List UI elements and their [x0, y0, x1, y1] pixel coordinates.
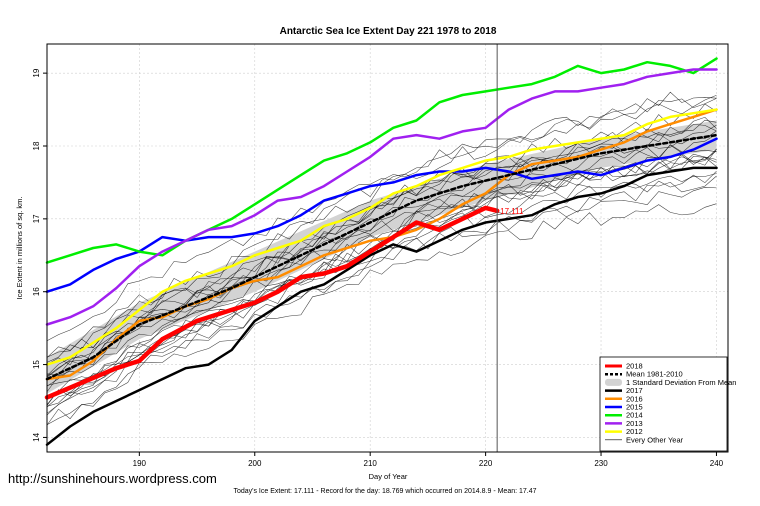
- other-year-line: [46, 187, 717, 416]
- y-axis-ticks: 14 15 16 17 18 19: [32, 68, 47, 442]
- footer-stats: Today's Ice Extent: 17.111 - Record for …: [233, 488, 536, 495]
- legend-label: 2013: [626, 419, 643, 428]
- legend-item: 1 Standard Deviation From Mean: [605, 378, 736, 387]
- watermark: http://sunshinehours.wordpress.com: [8, 471, 217, 486]
- x-tick-label: 190: [133, 459, 147, 468]
- y-tick-label: 18: [32, 141, 41, 150]
- legend-label: 2017: [626, 386, 643, 395]
- other-year-line: [46, 156, 717, 377]
- y-axis-label: Ice Extent in millions of sq. km.: [15, 197, 24, 300]
- legend-item: Every Other Year: [605, 435, 684, 444]
- x-tick-label: 230: [594, 459, 608, 468]
- legend-item: 2016: [605, 394, 643, 403]
- plot-frame: [46, 43, 729, 453]
- other-year-line: [46, 203, 717, 426]
- x-tick-label: 210: [364, 459, 378, 468]
- legend-label: 2018: [626, 362, 643, 371]
- series-line-2015: [45, 137, 718, 293]
- series-line-mean-1981-2010: [45, 133, 718, 381]
- y-tick-label: 17: [32, 214, 41, 223]
- y-tick-label: 16: [32, 287, 41, 296]
- series-line-2013: [45, 68, 718, 326]
- series-line-2012: [45, 108, 718, 366]
- series-line-2018: [44, 205, 500, 400]
- other-year-line: [46, 91, 717, 358]
- other-year-line: [46, 95, 717, 341]
- legend-item: 2018: [605, 362, 643, 371]
- legend-label: 1 Standard Deviation From Mean: [626, 378, 736, 387]
- x-tick-label: 240: [710, 459, 724, 468]
- legend-box: [599, 356, 728, 452]
- x-tick-label: 220: [479, 459, 493, 468]
- legend-label: 2012: [626, 427, 643, 436]
- x-tick-label: 200: [248, 459, 262, 468]
- series-lines: [44, 57, 718, 446]
- x-axis-label: Day of Year: [369, 472, 408, 481]
- legend-label: 2016: [626, 394, 643, 403]
- x-axis-ticks: 190 200 210 220 230 240: [133, 452, 724, 468]
- legend-item: 2017: [605, 386, 643, 395]
- legend-label: 2015: [626, 403, 643, 412]
- other-year-line: [46, 175, 717, 425]
- std-dev-band-area: [47, 120, 717, 394]
- y-tick-label: 19: [32, 68, 41, 77]
- series-line-2017: [45, 166, 718, 446]
- other-year-line: [46, 134, 717, 393]
- legend-label: Every Other Year: [626, 435, 684, 444]
- legend-item: 2014: [605, 411, 643, 420]
- legend-item: 2015: [605, 403, 643, 412]
- other-year-line: [46, 124, 717, 366]
- y-tick-label: 14: [32, 432, 41, 441]
- legend-label: 2014: [626, 411, 643, 420]
- legend-label: Mean 1981-2010: [626, 370, 683, 379]
- legend-swatch: [605, 378, 622, 386]
- legend-item: Mean 1981-2010: [605, 370, 683, 379]
- std-dev-band: [47, 120, 717, 394]
- other-year-line: [46, 153, 717, 414]
- legend-item: 2013: [605, 419, 643, 428]
- legend-item: 2012: [605, 427, 643, 436]
- y-tick-label: 15: [32, 360, 41, 369]
- current-value-label: 17.111: [500, 207, 524, 216]
- chart-title: Antarctic Sea Ice Extent Day 221 1978 to…: [280, 26, 497, 37]
